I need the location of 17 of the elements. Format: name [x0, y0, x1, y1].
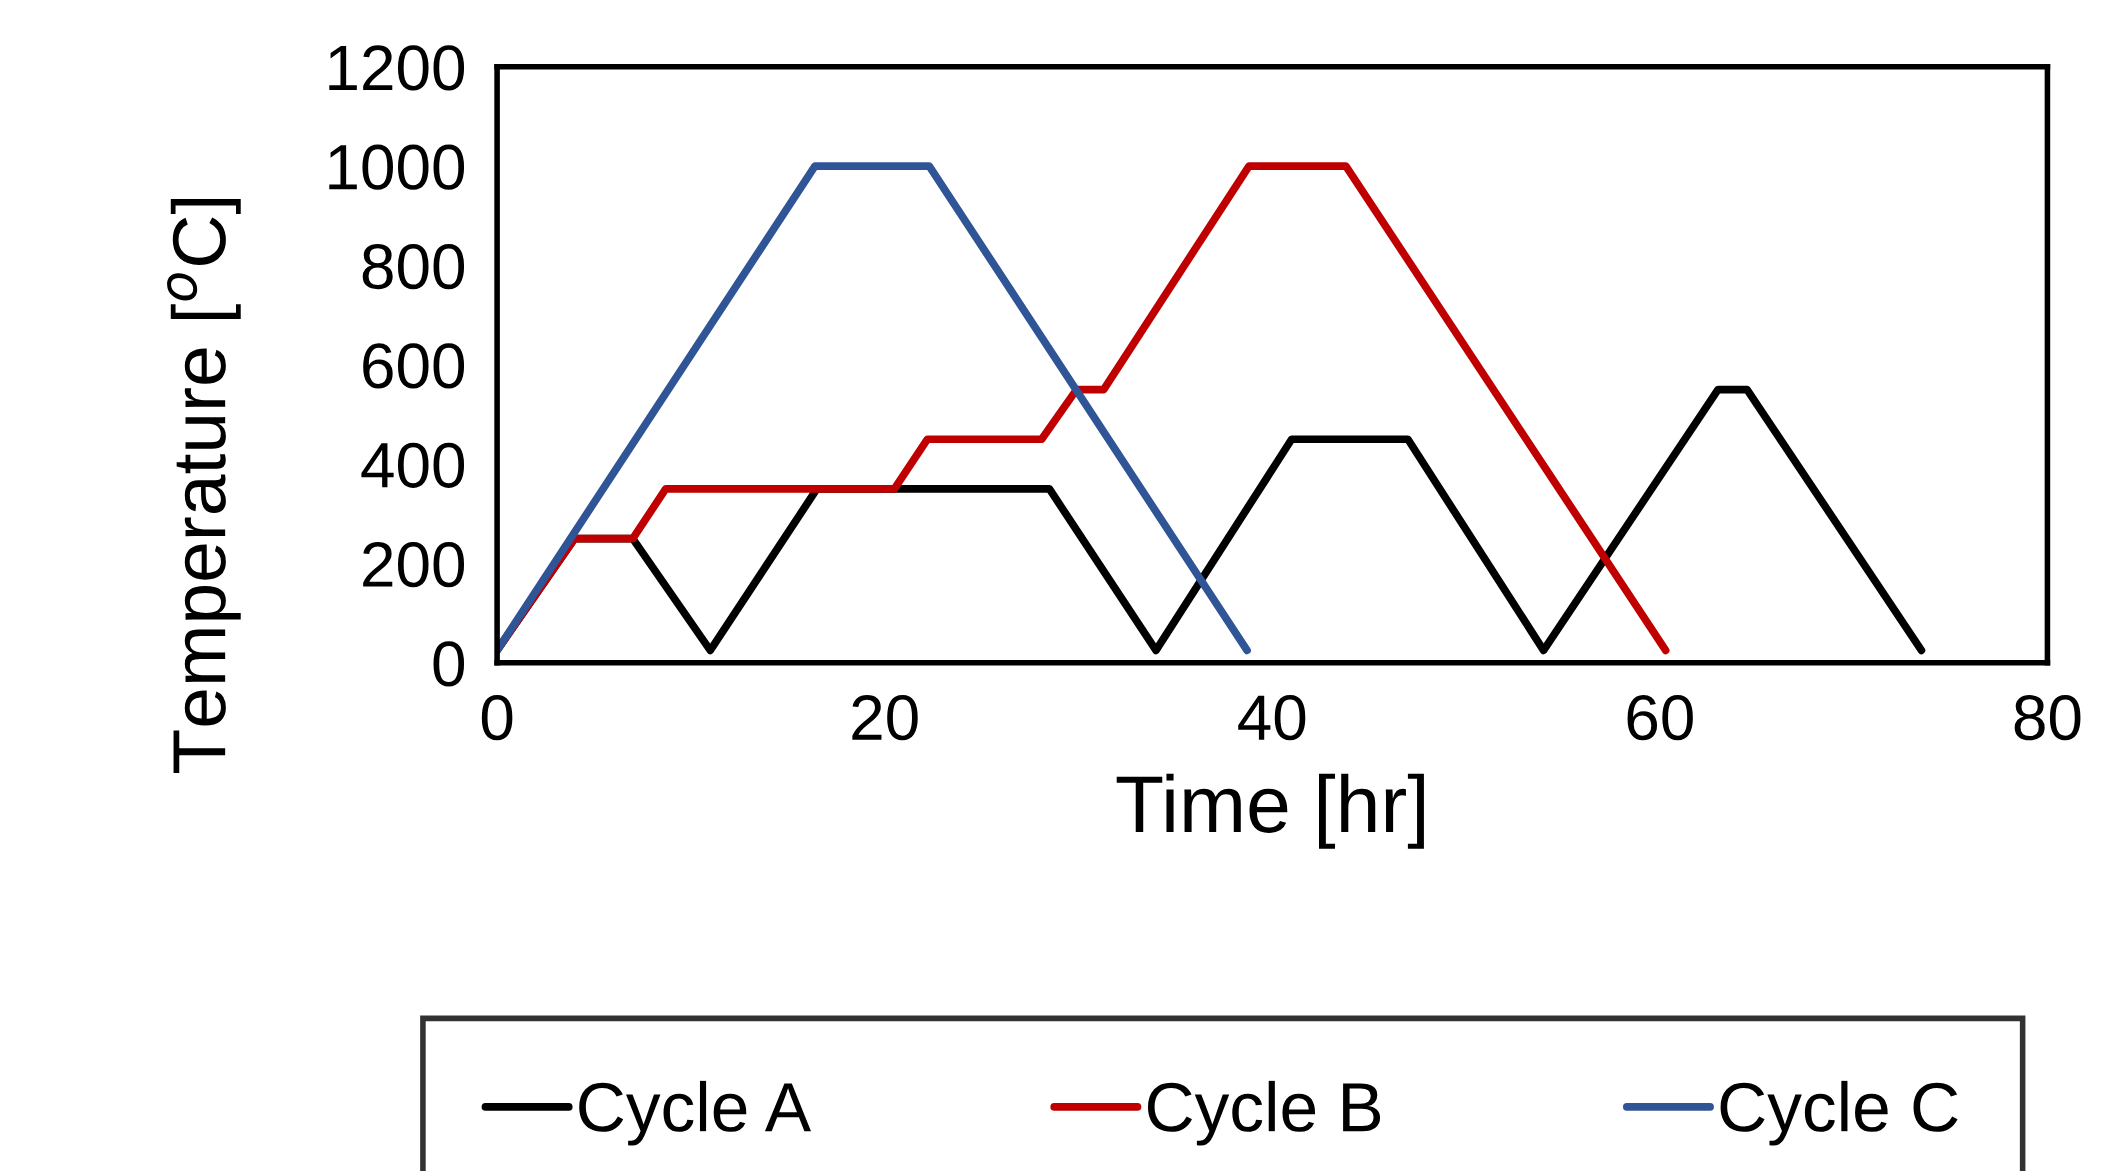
y-tick-label: 400: [361, 442, 465, 488]
y-tick-label: 800: [362, 243, 465, 290]
y-tick-label: 200: [363, 541, 465, 588]
legend-label: Cycle C: [1720, 1080, 1958, 1146]
y-tick-label: 600: [363, 343, 465, 389]
y-tick-label: 1200: [329, 45, 465, 91]
legend-label: Cycle A: [579, 1080, 811, 1146]
x-tick-label: 0: [481, 695, 513, 741]
x-tick-label: 80: [2014, 695, 2081, 741]
y-axis-title: Temperature [$^{o}$C]: [167, 199, 241, 773]
x-axis-title: Time [hr]: [1116, 773, 1424, 849]
y-tick-label: 0: [433, 641, 465, 687]
y-tick-label: 1000: [329, 144, 465, 190]
x-tick-label: 60: [1627, 695, 1693, 741]
x-tick-label: 40: [1238, 695, 1306, 741]
legend-label: Cycle B: [1147, 1080, 1381, 1146]
x-tick-label: 20: [852, 695, 918, 741]
